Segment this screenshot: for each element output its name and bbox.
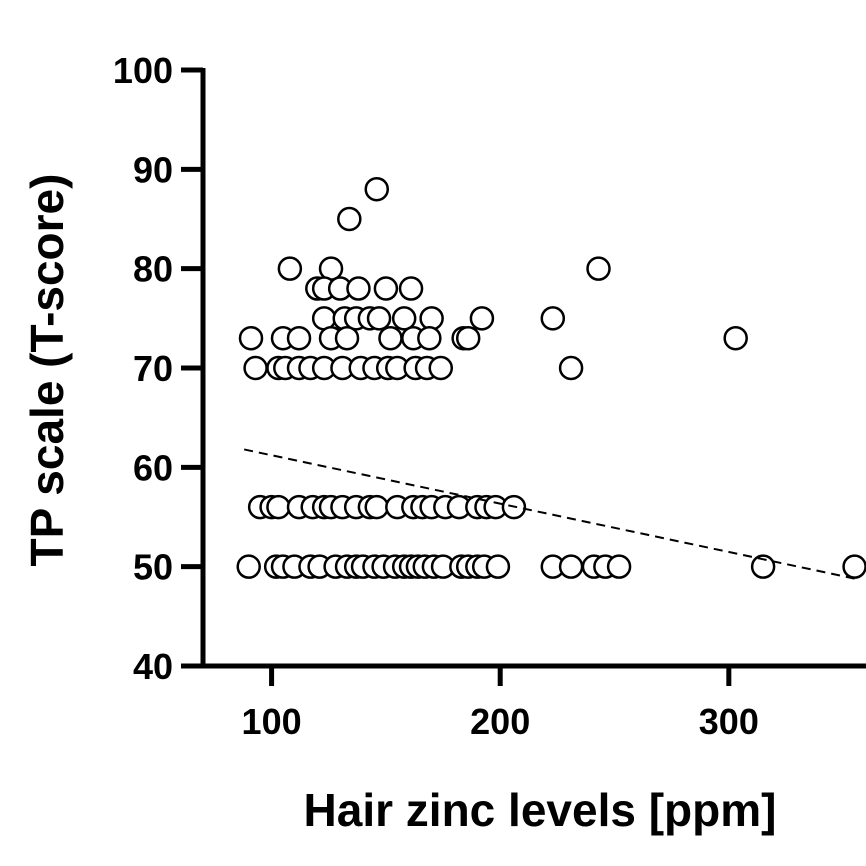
data-point — [373, 276, 399, 301]
data-point — [378, 325, 403, 351]
x-axis-title: Hair zinc levels [ppm] — [304, 784, 777, 836]
data-point — [485, 554, 511, 579]
data-point — [243, 355, 268, 381]
data-point — [750, 554, 776, 579]
data-point — [346, 276, 371, 301]
data-point — [558, 554, 584, 579]
x-tick-label: 200 — [470, 701, 530, 742]
x-tick-label: 100 — [242, 701, 302, 742]
data-point — [366, 306, 392, 331]
data-point — [337, 206, 362, 232]
data-point — [723, 325, 748, 351]
data-point — [586, 256, 611, 281]
data-point — [391, 306, 417, 331]
points-layer — [236, 176, 866, 579]
data-point — [606, 554, 632, 579]
y-tick-label: 80 — [133, 249, 173, 290]
data-point — [364, 176, 390, 202]
data-point — [364, 494, 390, 520]
tick-layer: 40 50 60 70 80 90 100 100 200 300 — [113, 50, 759, 742]
y-tick-label: 70 — [133, 348, 173, 389]
data-point — [236, 554, 261, 579]
data-point — [842, 554, 866, 579]
data-point — [266, 494, 291, 520]
x-tick-label: 300 — [699, 701, 759, 742]
y-tick-label: 60 — [133, 447, 173, 488]
data-point — [238, 325, 264, 351]
data-point — [419, 306, 444, 331]
data-point — [277, 256, 303, 281]
y-tick-label: 90 — [133, 149, 173, 190]
data-point — [286, 325, 312, 351]
data-point — [469, 306, 495, 331]
data-point — [558, 355, 584, 381]
data-point — [428, 355, 454, 381]
y-tick-label: 100 — [113, 50, 173, 91]
y-tick-label: 40 — [133, 646, 173, 687]
data-point — [398, 276, 424, 301]
data-point — [455, 325, 481, 351]
data-point — [540, 306, 566, 331]
y-tick-label: 50 — [133, 547, 173, 588]
y-axis-title: TP scale (T-score) — [21, 174, 73, 567]
data-point — [417, 325, 442, 351]
data-point — [334, 325, 360, 351]
